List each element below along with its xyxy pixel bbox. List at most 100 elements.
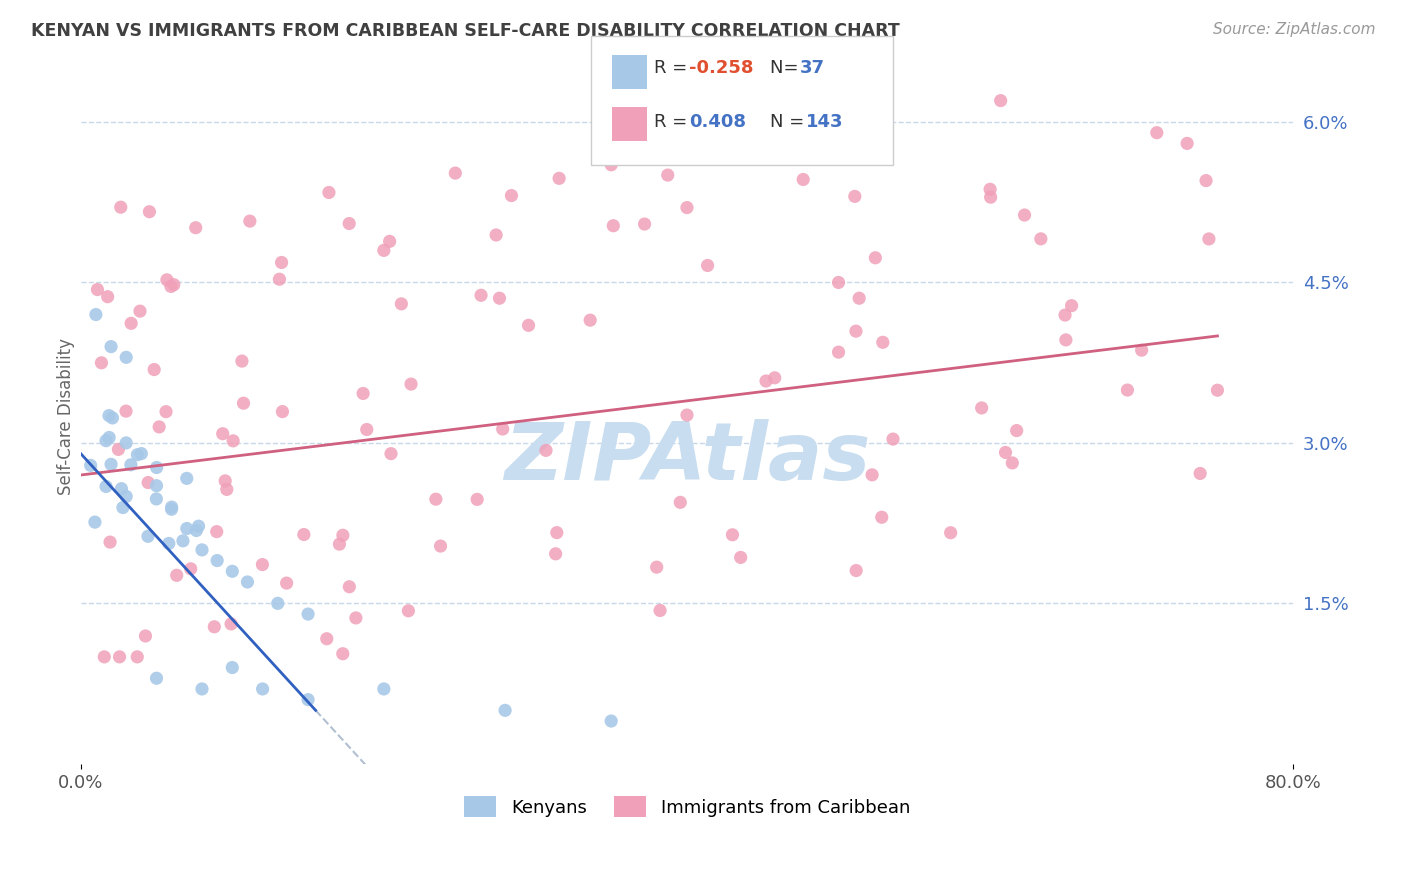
Point	[844, 189, 866, 203]
Point	[205, 553, 228, 567]
Point	[882, 432, 904, 446]
Point	[696, 259, 718, 273]
Point	[136, 475, 159, 490]
Point	[138, 204, 160, 219]
Point	[155, 405, 177, 419]
Point	[979, 182, 1001, 196]
Point	[860, 467, 883, 482]
Point	[97, 290, 120, 304]
Point	[579, 313, 602, 327]
Point	[98, 535, 121, 549]
Point	[148, 420, 170, 434]
Point	[657, 168, 679, 182]
Point	[163, 277, 186, 292]
Point	[120, 458, 142, 472]
Point	[297, 607, 319, 621]
Point	[546, 525, 568, 540]
Point	[297, 692, 319, 706]
Point	[160, 279, 183, 293]
Point	[792, 172, 814, 186]
Point	[488, 291, 510, 305]
Point	[115, 351, 138, 365]
Point	[845, 324, 868, 338]
Point	[110, 200, 132, 214]
Point	[337, 217, 360, 231]
Point	[648, 603, 671, 617]
Point	[1001, 456, 1024, 470]
Point	[721, 528, 744, 542]
Point	[328, 537, 350, 551]
Point	[669, 495, 692, 509]
Point	[86, 283, 108, 297]
Point	[600, 158, 623, 172]
Point	[115, 490, 138, 504]
Point	[763, 371, 786, 385]
Point	[865, 251, 887, 265]
Point	[494, 703, 516, 717]
Point	[730, 550, 752, 565]
Point	[145, 671, 167, 685]
Point	[136, 529, 159, 543]
Point	[315, 632, 337, 646]
Point	[1198, 232, 1220, 246]
Point	[270, 255, 292, 269]
Point	[176, 471, 198, 485]
Point	[534, 443, 557, 458]
Point	[79, 458, 101, 473]
Point	[548, 171, 571, 186]
Point	[94, 434, 117, 448]
Point	[872, 335, 894, 350]
Point	[600, 714, 623, 728]
Point	[1054, 333, 1077, 347]
Point	[470, 288, 492, 302]
Point	[222, 434, 245, 448]
Point	[205, 524, 228, 539]
Point	[939, 525, 962, 540]
Point	[127, 649, 149, 664]
Point	[98, 430, 121, 444]
Point	[332, 528, 354, 542]
Point	[145, 460, 167, 475]
Point	[172, 533, 194, 548]
Text: R =: R =	[654, 59, 693, 77]
Point	[115, 436, 138, 450]
Point	[352, 386, 374, 401]
Point	[187, 519, 209, 533]
Point	[239, 214, 262, 228]
Point	[1005, 424, 1028, 438]
Point	[110, 482, 132, 496]
Point	[180, 562, 202, 576]
Point	[373, 244, 395, 258]
Point	[191, 681, 214, 696]
Point	[215, 483, 238, 497]
Point	[389, 297, 412, 311]
Point	[1116, 383, 1139, 397]
Point	[84, 308, 107, 322]
Point	[755, 374, 778, 388]
Point	[214, 474, 236, 488]
Point	[425, 492, 447, 507]
Text: Source: ZipAtlas.com: Source: ZipAtlas.com	[1212, 22, 1375, 37]
Text: N =: N =	[770, 113, 804, 131]
Point	[399, 377, 422, 392]
Point	[544, 547, 567, 561]
Point	[252, 681, 274, 696]
Point	[267, 596, 290, 610]
Point	[429, 539, 451, 553]
Point	[1130, 343, 1153, 358]
Text: R =: R =	[654, 113, 693, 131]
Point	[602, 219, 624, 233]
Point	[970, 401, 993, 415]
Point	[344, 611, 367, 625]
Point	[127, 448, 149, 462]
Point	[100, 340, 122, 354]
Point	[1014, 208, 1036, 222]
Point	[145, 479, 167, 493]
Point	[101, 411, 124, 425]
Point	[337, 580, 360, 594]
Text: -0.258: -0.258	[689, 59, 754, 77]
Text: KENYAN VS IMMIGRANTS FROM CARIBBEAN SELF-CARE DISABILITY CORRELATION CHART: KENYAN VS IMMIGRANTS FROM CARIBBEAN SELF…	[31, 22, 900, 40]
Point	[688, 145, 710, 160]
Point	[1029, 232, 1052, 246]
Point	[90, 356, 112, 370]
